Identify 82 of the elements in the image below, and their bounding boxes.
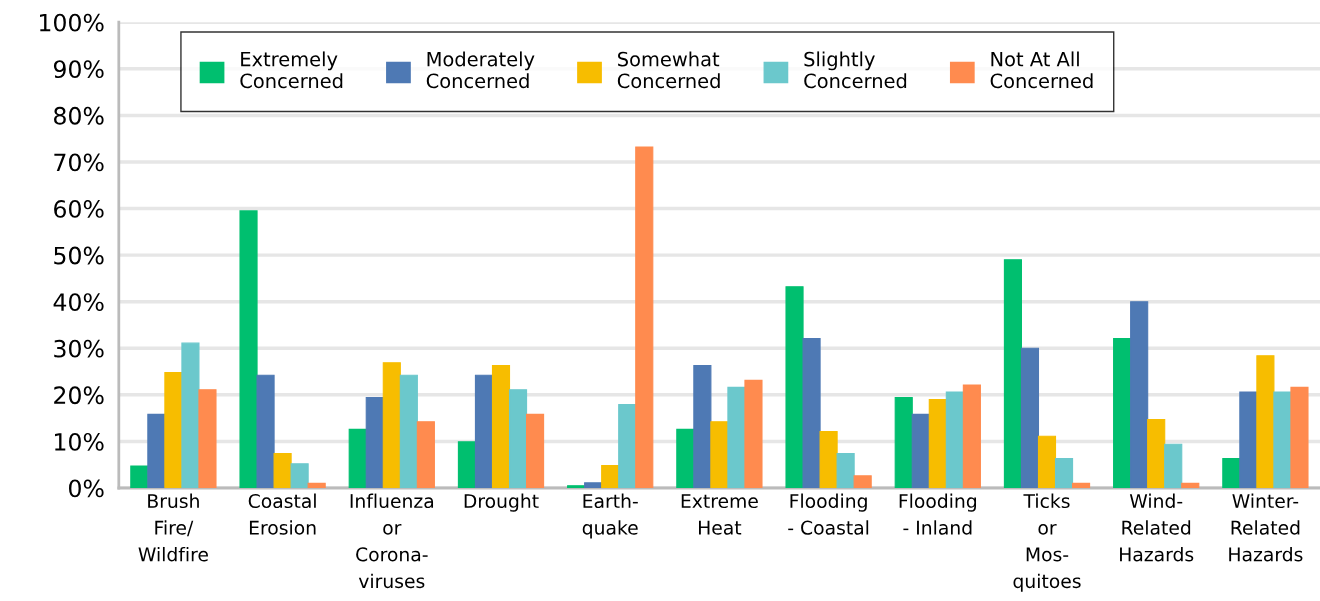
bar bbox=[710, 421, 729, 489]
bar bbox=[727, 386, 746, 489]
bar bbox=[1147, 418, 1166, 489]
bar bbox=[928, 398, 947, 489]
x-tick-label: Flooding - Coastal bbox=[788, 493, 869, 535]
y-tick-label: 70% bbox=[54, 153, 104, 172]
y-tick-label: 40% bbox=[53, 293, 104, 312]
bar bbox=[635, 146, 654, 489]
bar bbox=[567, 485, 586, 489]
bar bbox=[1054, 458, 1074, 489]
bar bbox=[147, 413, 166, 489]
bar bbox=[525, 413, 545, 489]
bar bbox=[1239, 391, 1258, 489]
x-tick-label: Winter- Related Hazards bbox=[1229, 493, 1303, 562]
bar bbox=[416, 421, 435, 489]
bar bbox=[382, 362, 401, 489]
x-tick-label: Earth- quake bbox=[582, 493, 638, 539]
x-tick-label: Coastal Erosion bbox=[248, 493, 316, 535]
y-tick-label: 30% bbox=[54, 339, 104, 358]
bar bbox=[962, 384, 981, 489]
y-tick-label: 90% bbox=[53, 60, 104, 79]
bar bbox=[1181, 482, 1200, 489]
bar bbox=[164, 371, 183, 489]
legend-label: Moderately Concerned bbox=[426, 51, 535, 89]
bar bbox=[1037, 435, 1057, 489]
bar bbox=[198, 389, 217, 489]
bar bbox=[584, 482, 603, 489]
bar bbox=[1256, 355, 1275, 489]
bar bbox=[693, 364, 712, 489]
legend-label: Extremely Concerned bbox=[240, 51, 343, 89]
x-tick-label: Influenza or Corona- viruses bbox=[350, 493, 434, 589]
bar bbox=[348, 428, 367, 489]
bar bbox=[911, 413, 930, 489]
bar bbox=[1020, 347, 1040, 489]
bar bbox=[1290, 386, 1309, 489]
bar bbox=[1130, 301, 1149, 489]
x-tick-label: Ticks or Mos- quitoes bbox=[1013, 493, 1081, 592]
bar bbox=[1164, 443, 1183, 489]
bar bbox=[307, 482, 326, 489]
bar bbox=[853, 475, 872, 489]
bar bbox=[508, 389, 528, 489]
legend-label: Somewhat Concerned bbox=[617, 51, 720, 89]
y-tick-label: 0% bbox=[69, 479, 104, 498]
bar bbox=[1003, 259, 1023, 489]
bar bbox=[1113, 337, 1132, 489]
x-tick-label: Brush Fire/ Wildfire bbox=[138, 493, 208, 562]
y-tick-label: 20% bbox=[54, 386, 104, 405]
bar bbox=[491, 364, 511, 489]
y-tick-label: 50% bbox=[54, 246, 104, 265]
bar bbox=[365, 397, 384, 489]
x-tick-label: Flooding - Inland bbox=[899, 493, 977, 535]
x-tick-label: Wind- Related Hazards bbox=[1120, 493, 1194, 562]
bar bbox=[802, 337, 821, 489]
legend-label: Not At All Concerned bbox=[990, 51, 1093, 89]
y-tick-label: 100% bbox=[40, 13, 104, 32]
x-tick-label: Extreme Heat bbox=[681, 494, 758, 535]
bar bbox=[399, 374, 418, 489]
bar bbox=[290, 463, 309, 489]
bar bbox=[273, 452, 292, 489]
bar bbox=[819, 431, 838, 489]
bar bbox=[836, 452, 855, 489]
bar bbox=[1222, 458, 1241, 489]
bar bbox=[744, 379, 763, 489]
bar bbox=[474, 374, 494, 489]
bar bbox=[130, 465, 149, 489]
bar bbox=[618, 404, 637, 489]
bar bbox=[457, 441, 477, 489]
bar bbox=[945, 391, 964, 489]
bar bbox=[601, 465, 620, 489]
bar bbox=[1273, 391, 1292, 489]
y-tick-label: 80% bbox=[54, 106, 104, 125]
bar bbox=[181, 342, 200, 489]
bar bbox=[894, 397, 913, 489]
x-tick-label: Drought bbox=[464, 493, 539, 512]
bar bbox=[239, 210, 258, 489]
bar bbox=[676, 428, 695, 489]
y-tick-label: 60% bbox=[54, 199, 104, 218]
bar bbox=[1071, 482, 1091, 489]
y-tick-label: 10% bbox=[55, 432, 104, 451]
bar bbox=[785, 286, 804, 489]
legend-label: Slightly Concerned bbox=[804, 51, 907, 89]
bar bbox=[256, 374, 275, 489]
